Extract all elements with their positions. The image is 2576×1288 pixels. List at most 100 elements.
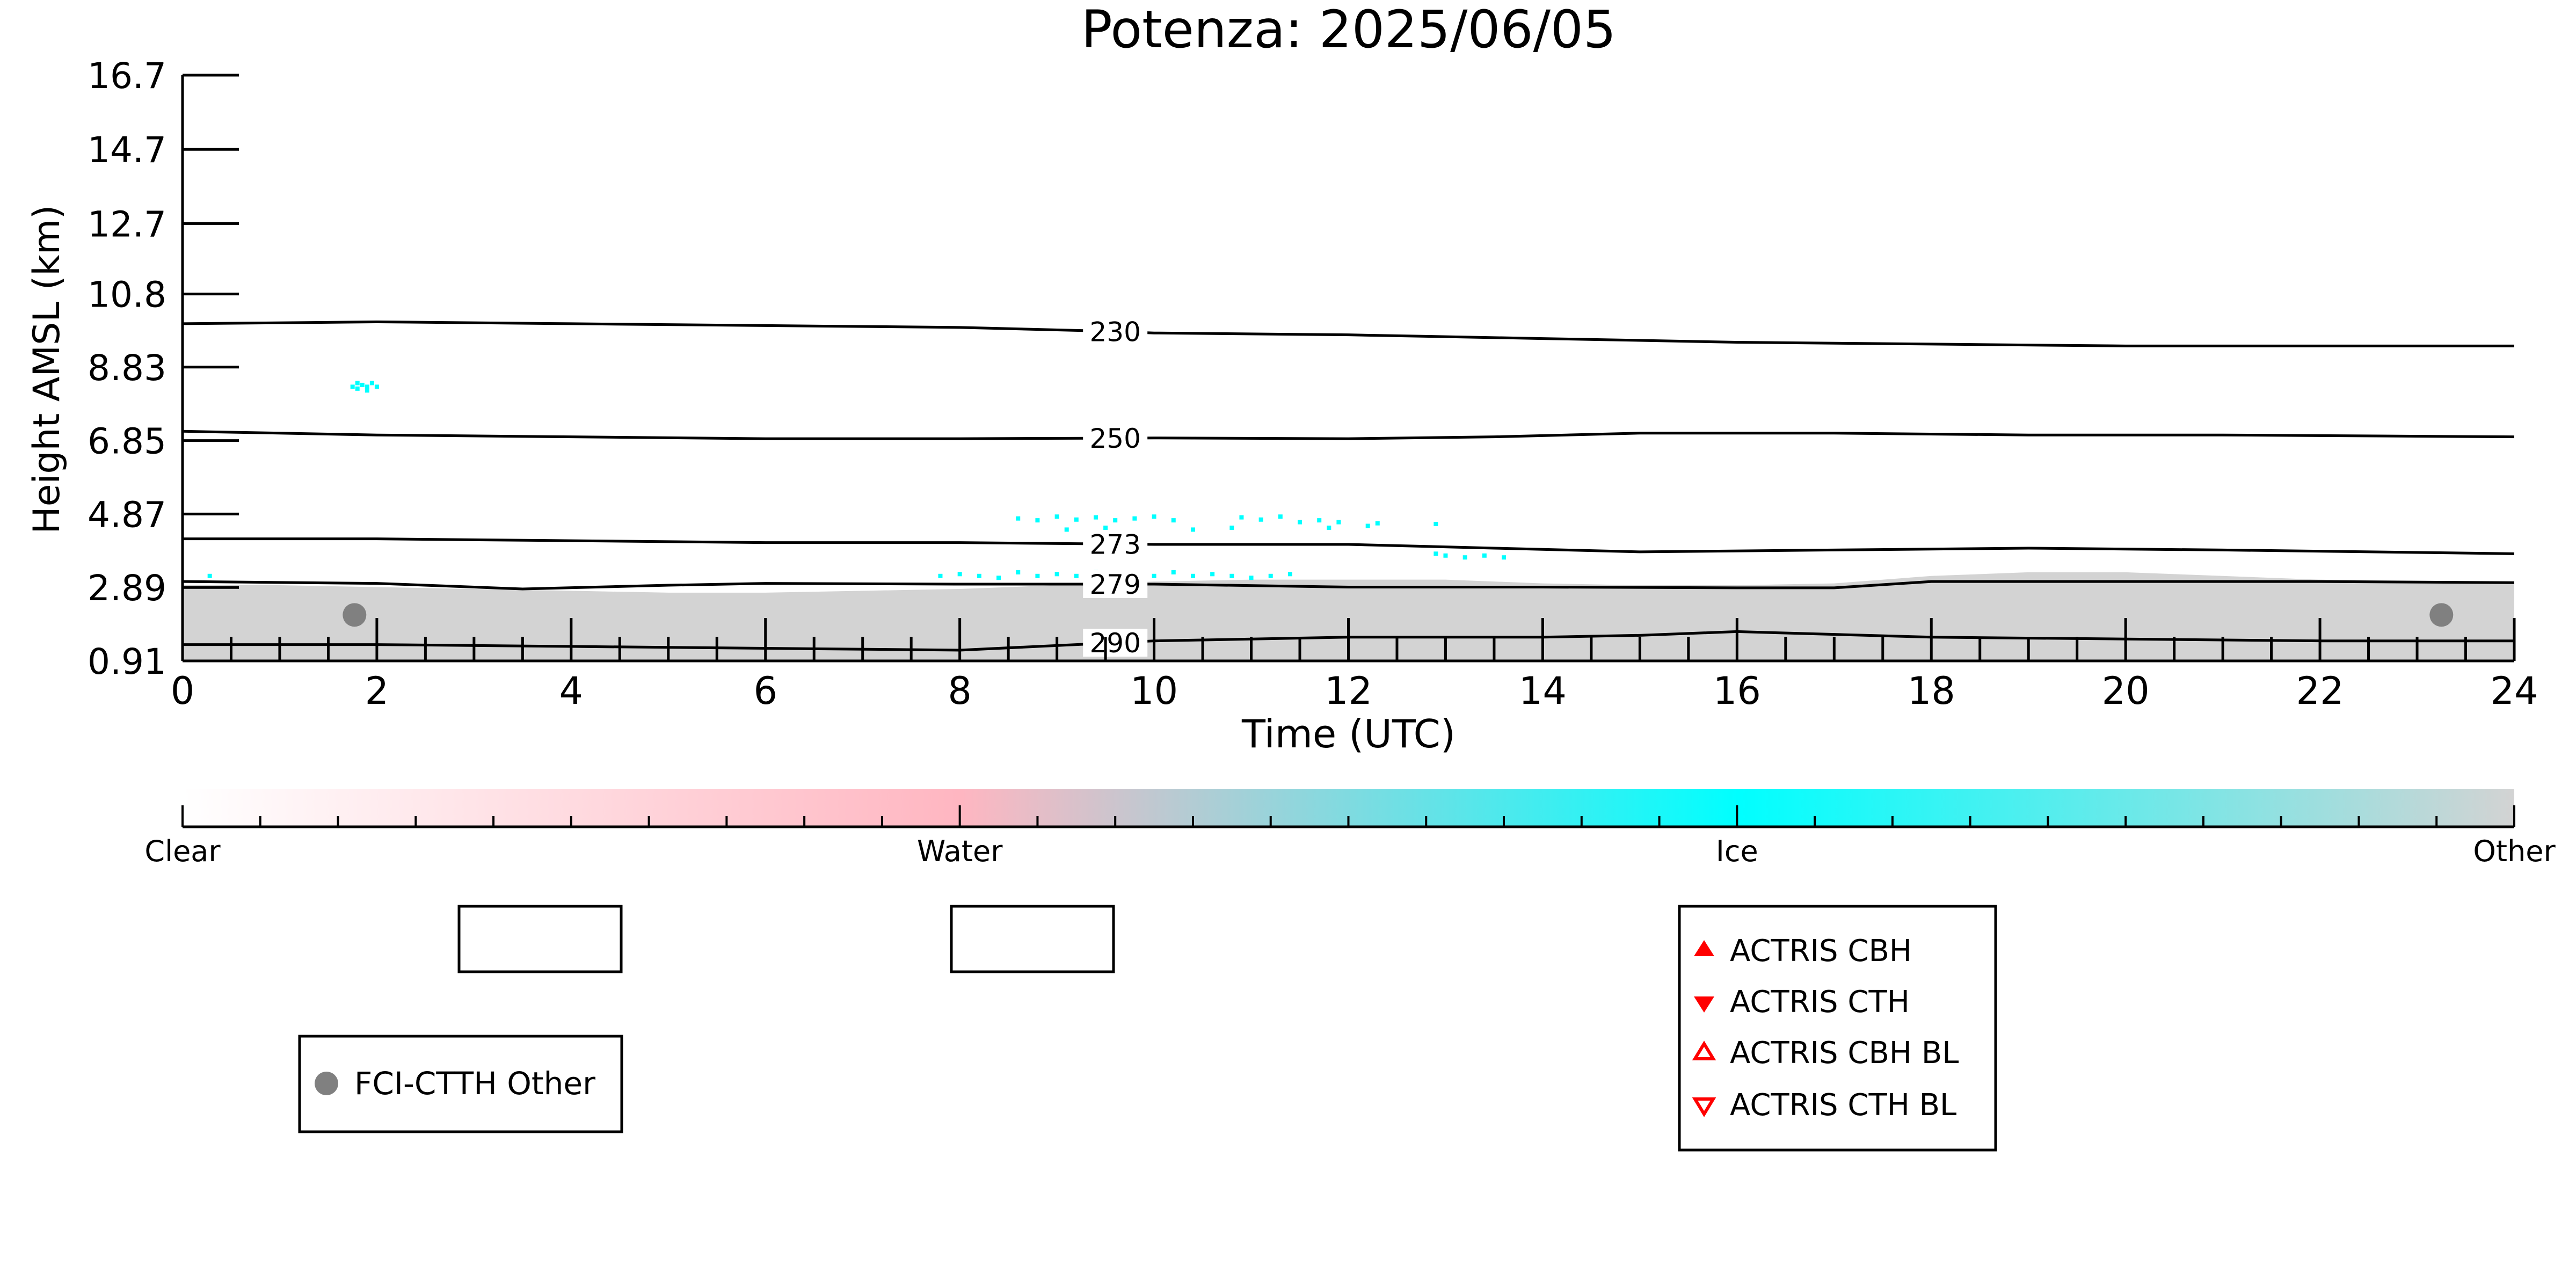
ice-pixel	[1462, 555, 1467, 560]
y-tick-label: 14.7	[88, 129, 166, 171]
ice-pixel	[1258, 517, 1263, 522]
x-tick-label: 4	[559, 669, 584, 713]
ice-pixel	[1317, 518, 1322, 523]
x-tick-label: 18	[1908, 669, 1955, 713]
ice-pixel	[1074, 517, 1079, 522]
contour-label-bg	[1083, 424, 1148, 453]
ice-pixel	[350, 384, 355, 389]
x-tick-label: 24	[2490, 669, 2538, 713]
actris-cbh-bl-label: ACTRIS CBH BL	[1730, 1036, 1959, 1071]
ice-pixel	[207, 573, 212, 578]
x-tick-label: 12	[1325, 669, 1372, 713]
ice-pixel	[365, 388, 369, 393]
ice-pixel	[1064, 527, 1069, 532]
ice-pixel	[1054, 514, 1059, 519]
contour-label-250: 250	[1089, 423, 1140, 454]
colorbar-labels: Clear Water Ice Other	[144, 834, 2556, 868]
ice-pixel	[1054, 572, 1059, 577]
axes	[181, 75, 2514, 663]
ice-pixel	[1094, 515, 1098, 520]
contour-line-230	[182, 320, 2514, 347]
contour-label-bg	[1083, 317, 1148, 346]
ice-pixel	[1287, 572, 1292, 577]
actris-cth-bl-label: ACTRIS CTH BL	[1730, 1088, 1956, 1123]
chart-title: Potenza: 2025/06/05	[1081, 0, 1616, 60]
y-ticks: 0.91 2.89 4.87 6.85 8.83 10.8 12.7 14.7 16.7	[88, 55, 239, 682]
ice-pixel	[1229, 573, 1234, 578]
ice-pixel	[1249, 576, 1254, 580]
ice-pixel	[1239, 515, 1244, 520]
y-tick-label: 4.87	[88, 494, 166, 535]
actris-legend: ACTRIS CBH ACTRIS CTH ACTRIS CBH BL ACTR…	[1678, 905, 1997, 1152]
fci-legend: FCI-CTTH Other	[298, 1035, 623, 1133]
ice-pixel	[1132, 516, 1137, 521]
x-tick-label: 10	[1130, 669, 1178, 713]
ice-pixel	[1443, 553, 1448, 558]
contour-label-279: 279	[1089, 569, 1140, 600]
ice-pixel	[1190, 527, 1195, 532]
y-tick-label: 8.83	[88, 347, 166, 389]
ice-pixel	[1327, 525, 1331, 530]
actris-cbh-label: ACTRIS CBH	[1730, 934, 1912, 969]
contour-label-273: 273	[1089, 529, 1140, 560]
contour-label-bg	[1083, 629, 1148, 657]
ice-pixel	[1016, 570, 1021, 574]
colorbar-label-clear: Clear	[144, 834, 221, 868]
ice-pixel	[355, 381, 360, 385]
ice-pixel	[1433, 522, 1438, 527]
ice-pixel	[1482, 553, 1487, 558]
colorbar-label-ice: Ice	[1716, 834, 1758, 868]
ice-pixel	[1336, 520, 1341, 525]
actris-cbh-marker	[1694, 940, 1714, 956]
ice-pixel	[1152, 514, 1156, 519]
y-tick-label: 12.7	[88, 203, 166, 245]
contour-label-bg	[1083, 570, 1148, 598]
fci-legend-marker	[315, 1072, 338, 1095]
contour-line-273	[183, 537, 2515, 555]
contour-line-250	[182, 430, 2515, 440]
ice-pixel	[1278, 514, 1283, 519]
ice-pixel	[355, 386, 360, 391]
ice-pixel	[1113, 518, 1118, 523]
contour-label-230: 230	[1089, 316, 1140, 347]
x-tick-label: 16	[1713, 669, 1761, 713]
y-tick-label: 2.89	[88, 567, 166, 609]
fci-ctth-other-marker	[343, 603, 367, 627]
ice-pixel	[957, 572, 962, 577]
temperature-contours: 230 250 273 279 290	[182, 316, 2515, 659]
x-tick-label: 0	[171, 669, 195, 713]
ice-pixel	[1035, 518, 1040, 523]
ice-pixel	[1152, 573, 1156, 578]
fci-legend-label: FCI-CTTH Other	[354, 1065, 595, 1102]
ice-pixel	[1229, 525, 1234, 530]
ice-pixel	[1268, 573, 1273, 578]
ice-pixel	[1190, 573, 1195, 578]
ice-pixel	[1016, 516, 1021, 521]
actris-cth-label: ACTRIS CTH	[1730, 985, 1910, 1020]
ice-pixel	[1298, 520, 1302, 525]
ice-pixel	[1365, 523, 1370, 528]
ice-pixel	[1074, 573, 1079, 578]
ice-pixel	[1171, 518, 1176, 523]
ice-pixel	[1035, 573, 1040, 578]
ice-pixel	[977, 573, 981, 578]
empty-legend-box-1	[457, 905, 623, 973]
fci-markers	[343, 603, 2454, 627]
x-tick-label: 14	[1519, 669, 1567, 713]
colorbar-label-water: Water	[917, 834, 1003, 868]
ice-pixel	[938, 573, 943, 578]
actris-cth-marker	[1694, 996, 1714, 1013]
x-tick-label: 22	[2296, 669, 2344, 713]
y-axis-label: Height AMSL (km)	[26, 205, 68, 534]
x-tick-label: 6	[753, 669, 777, 713]
colorbar-label-other: Other	[2473, 834, 2556, 868]
colorbar: Clear Water Ice Other	[144, 789, 2556, 868]
y-tick-label: 0.91	[88, 641, 166, 682]
ice-pixel	[1375, 521, 1380, 526]
contour-label-bg	[1083, 530, 1148, 558]
ice-pixel	[1103, 525, 1108, 530]
x-tick-label: 20	[2102, 669, 2150, 713]
ice-pixel	[1171, 570, 1176, 574]
x-axis-label: Time (UTC)	[1241, 711, 1456, 756]
